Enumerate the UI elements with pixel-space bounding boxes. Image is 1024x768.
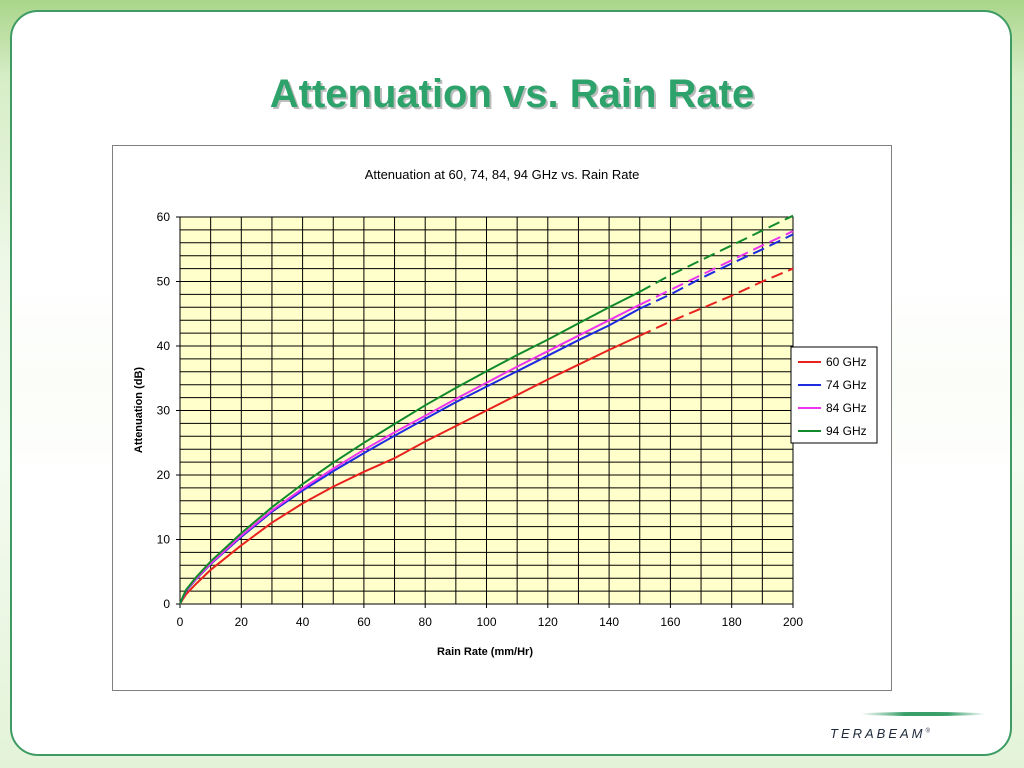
series-line-solid bbox=[179, 290, 641, 605]
legend-box bbox=[790, 346, 878, 444]
brand-logo: TERABEAM® bbox=[830, 726, 930, 741]
chart-frame: Attenuation at 60, 74, 84, 94 GHz vs. Ra… bbox=[112, 145, 892, 691]
legend-label: 60 GHz bbox=[826, 355, 867, 369]
brand-swoosh bbox=[860, 712, 986, 716]
legend-label: 94 GHz bbox=[826, 424, 867, 438]
series-line-dashed bbox=[639, 233, 794, 310]
x-tick-label: 160 bbox=[660, 615, 680, 629]
y-tick-label: 50 bbox=[157, 275, 171, 289]
x-tick-label: 200 bbox=[783, 615, 803, 629]
x-axis-label: Rain Rate (mm/Hr) bbox=[437, 646, 533, 658]
y-tick-label: 10 bbox=[157, 533, 171, 547]
series-line-dashed bbox=[639, 214, 794, 293]
x-tick-label: 0 bbox=[177, 615, 184, 629]
x-tick-label: 180 bbox=[722, 615, 742, 629]
y-tick-label: 30 bbox=[157, 404, 171, 418]
y-tick-label: 60 bbox=[157, 210, 171, 224]
legend: 60 GHz 74 GHz 84 GHz 94 GHz bbox=[790, 346, 878, 444]
chart-title: Attenuation at 60, 74, 84, 94 GHz vs. Ra… bbox=[365, 167, 640, 182]
y-tick-label: 40 bbox=[157, 339, 171, 353]
y-axis-label: Attenuation (dB) bbox=[133, 367, 145, 453]
x-tick-label: 120 bbox=[538, 615, 558, 629]
plot-area: 0 20 40 60 80 100 120 140 160 180 200 0 10 20 30 40 50 60 bbox=[157, 210, 804, 629]
series-line-solid bbox=[179, 334, 641, 605]
series-line-dashed bbox=[639, 230, 794, 306]
brand-name: TERABEAM bbox=[830, 726, 926, 741]
attenuation-chart: Attenuation at 60, 74, 84, 94 GHz vs. Ra… bbox=[133, 167, 878, 658]
brand-registered-mark: ® bbox=[925, 728, 930, 735]
x-tick-label: 140 bbox=[599, 615, 619, 629]
x-tick-label: 60 bbox=[357, 615, 371, 629]
legend-label: 74 GHz bbox=[826, 378, 867, 392]
slide-title: Attenuation vs. Rain Rate bbox=[269, 72, 755, 116]
series-line-dashed bbox=[639, 267, 794, 337]
x-tick-label: 80 bbox=[419, 615, 433, 629]
y-tick-label: 0 bbox=[163, 597, 170, 611]
x-tick-label: 40 bbox=[296, 615, 310, 629]
x-tick-label: 100 bbox=[476, 615, 496, 629]
y-tick-label: 20 bbox=[157, 468, 171, 482]
legend-label: 84 GHz bbox=[826, 401, 867, 415]
x-tick-label: 20 bbox=[235, 615, 249, 629]
